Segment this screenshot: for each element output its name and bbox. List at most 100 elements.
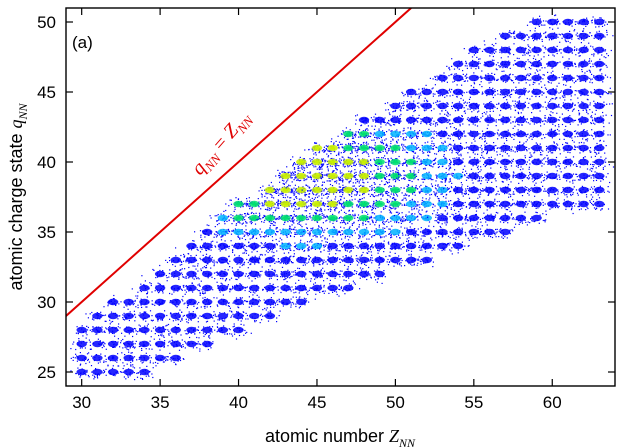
scatter-point — [338, 146, 340, 148]
scatter-point — [353, 221, 355, 223]
scatter-point — [327, 193, 329, 195]
scatter-point — [244, 250, 246, 252]
scatter-point — [282, 298, 285, 300]
scatter-point — [259, 322, 261, 324]
scatter-point — [365, 220, 367, 222]
scatter-point — [361, 174, 367, 178]
scatter-point — [327, 196, 329, 198]
scatter-point — [371, 236, 373, 238]
scatter-point — [298, 180, 301, 182]
scatter-point — [314, 180, 316, 182]
scatter-point — [164, 356, 167, 358]
scatter-point — [168, 334, 170, 336]
scatter-point — [232, 270, 234, 272]
scatter-point — [308, 301, 310, 303]
scatter-point — [228, 328, 230, 330]
scatter-point — [266, 197, 268, 199]
scatter-point — [245, 318, 247, 320]
scatter-point — [123, 376, 125, 378]
scatter-point — [372, 203, 374, 205]
scatter-point — [339, 273, 341, 275]
scatter-point — [281, 179, 284, 181]
scatter-point — [110, 311, 113, 313]
scatter-point — [329, 165, 331, 167]
scatter-point — [296, 284, 307, 292]
scatter-point — [271, 195, 273, 197]
scatter-point — [333, 170, 335, 172]
scatter-point — [166, 324, 168, 326]
scatter-point — [152, 376, 154, 379]
scatter-point — [281, 239, 283, 241]
scatter-point — [280, 256, 291, 264]
scatter-point — [375, 195, 377, 197]
scatter-point — [368, 260, 370, 262]
scatter-point — [378, 262, 380, 265]
scatter-point — [147, 374, 149, 376]
scatter-point — [385, 255, 387, 258]
scatter-point — [170, 326, 181, 334]
scatter-point — [241, 284, 243, 286]
scatter-point — [245, 215, 247, 217]
scatter-point — [199, 247, 201, 249]
scatter-point — [311, 238, 313, 241]
scatter-point — [227, 313, 229, 315]
scatter-point — [199, 292, 201, 294]
scatter-point — [296, 163, 298, 166]
scatter-point — [227, 285, 229, 287]
scatter-point — [339, 170, 341, 172]
scatter-point — [282, 305, 284, 307]
scatter-point — [286, 248, 288, 250]
scatter-point — [254, 278, 256, 280]
scatter-point — [339, 176, 341, 178]
scatter-point — [213, 263, 215, 265]
scatter-point — [270, 277, 272, 279]
scatter-point — [319, 248, 321, 250]
scatter-point — [334, 277, 336, 279]
scatter-point — [137, 295, 139, 297]
scatter-point — [359, 165, 361, 167]
scatter-point — [294, 171, 296, 173]
scatter-point — [321, 164, 323, 166]
scatter-point — [366, 141, 368, 143]
scatter-point — [382, 207, 385, 209]
scatter-point — [200, 343, 202, 346]
scatter-point — [356, 191, 358, 194]
scatter-point — [152, 367, 154, 369]
scatter-point — [293, 210, 295, 212]
scatter-point — [290, 304, 292, 306]
scatter-point — [221, 283, 223, 285]
scatter-point — [295, 273, 297, 275]
scatter-point — [342, 189, 344, 191]
scatter-point — [107, 340, 119, 348]
scatter-point — [323, 280, 325, 282]
scatter-point — [353, 141, 355, 143]
scatter-point — [284, 197, 286, 199]
scatter-point — [259, 203, 261, 205]
scatter-point — [334, 271, 336, 274]
scatter-point — [168, 330, 170, 332]
scatter-point — [163, 326, 165, 328]
scatter-point — [216, 271, 218, 273]
scatter-point — [183, 286, 185, 288]
scatter-point — [86, 341, 88, 343]
scatter-point — [377, 160, 383, 164]
scatter-point — [125, 304, 127, 306]
scatter-point — [225, 209, 227, 212]
scatter-point — [274, 271, 276, 273]
scatter-point — [328, 248, 330, 250]
scatter-point — [365, 264, 367, 266]
scatter-point — [358, 270, 370, 278]
scatter-point — [351, 235, 353, 237]
scatter-point — [341, 177, 343, 179]
scatter-point — [92, 326, 103, 334]
scatter-point — [261, 196, 263, 198]
scatter-point — [295, 272, 297, 274]
scatter-point — [150, 330, 153, 332]
scatter-point — [213, 265, 215, 267]
scatter-point — [306, 219, 308, 221]
scatter-point — [238, 334, 241, 337]
scatter-point — [310, 189, 312, 191]
scatter-point — [154, 340, 166, 348]
scatter-point — [385, 192, 387, 194]
scatter-point — [263, 214, 265, 217]
